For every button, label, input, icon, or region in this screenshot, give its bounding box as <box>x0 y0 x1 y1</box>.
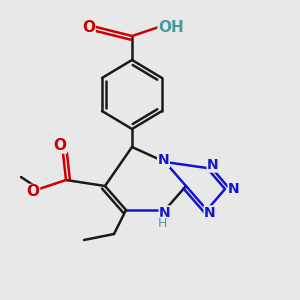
Text: N: N <box>207 158 219 172</box>
Text: OH: OH <box>158 20 184 34</box>
Text: O: O <box>82 20 95 34</box>
Text: N: N <box>228 182 240 196</box>
Text: N: N <box>158 154 169 167</box>
Text: N: N <box>204 206 216 220</box>
Text: O: O <box>53 138 67 153</box>
Text: N: N <box>159 206 171 220</box>
Text: H: H <box>157 217 167 230</box>
Text: O: O <box>26 184 40 200</box>
